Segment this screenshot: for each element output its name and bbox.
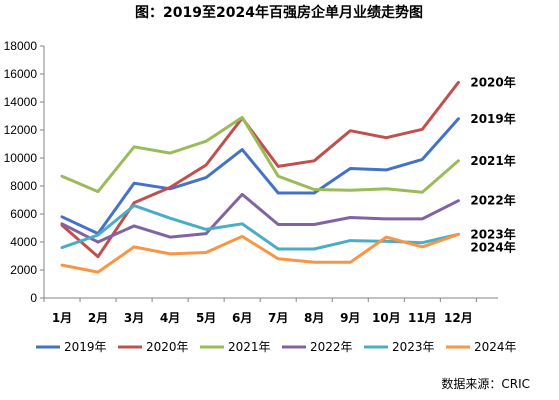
y-tick-label: 8000	[10, 179, 37, 193]
series-end-label: 2019年	[470, 111, 515, 126]
y-tick-label: 0	[30, 291, 37, 305]
legend-label: 2022年	[310, 340, 353, 354]
y-tick-label: 4000	[10, 235, 37, 249]
series-line-2021年	[60, 115, 460, 194]
source-note: 数据来源：CRIC	[441, 376, 530, 391]
series-line-2024年	[60, 232, 460, 274]
x-tick-label: 4月	[160, 311, 180, 325]
series-line-2019年	[60, 117, 460, 236]
legend-label: 2020年	[146, 340, 189, 354]
y-tick-label: 14000	[4, 95, 38, 109]
x-tick-label: 10月	[372, 311, 401, 325]
x-tick-label: 3月	[124, 311, 144, 325]
series-end-label: 2020年	[470, 74, 515, 89]
series-end-label: 2024年	[470, 239, 515, 254]
series-line-2022年	[60, 192, 460, 244]
x-tick-label: 9月	[340, 311, 360, 325]
y-tick-label: 12000	[4, 123, 38, 137]
x-tick-label: 11月	[408, 311, 437, 325]
chart-title: 图：2019至2024年百强房企单月业绩走势图	[135, 4, 423, 21]
legend-label: 2019年	[64, 340, 107, 354]
y-tick-label: 10000	[4, 151, 38, 165]
x-tick-label: 12月	[444, 311, 473, 325]
series-lines	[60, 80, 460, 274]
x-tick-label: 1月	[52, 311, 72, 325]
legend-label: 2023年	[392, 340, 435, 354]
y-tick-label: 2000	[10, 263, 37, 277]
series-end-label: 2021年	[470, 153, 515, 168]
series-end-label: 2022年	[470, 193, 515, 208]
x-tick-label: 6月	[232, 311, 252, 325]
y-tick-label: 16000	[4, 67, 38, 81]
chart-axes: 0 2000 4000 6000 8000 10000 12000 14000 16000 180…	[4, 39, 498, 325]
y-tick-label: 6000	[10, 207, 37, 221]
x-tick-label: 2月	[88, 311, 108, 325]
chart-legend: 2019年 2020年 2021年 2022年 2023年 2024年	[36, 340, 517, 354]
series-line-2023年	[60, 204, 460, 251]
legend-label: 2024年	[474, 340, 517, 354]
x-tick-label: 8月	[304, 311, 324, 325]
x-tick-label: 7月	[268, 311, 288, 325]
x-tick-label: 5月	[196, 311, 216, 325]
series-end-label: 2023年	[470, 226, 515, 241]
y-tick-label: 18000	[4, 39, 38, 53]
legend-label: 2021年	[228, 340, 271, 354]
